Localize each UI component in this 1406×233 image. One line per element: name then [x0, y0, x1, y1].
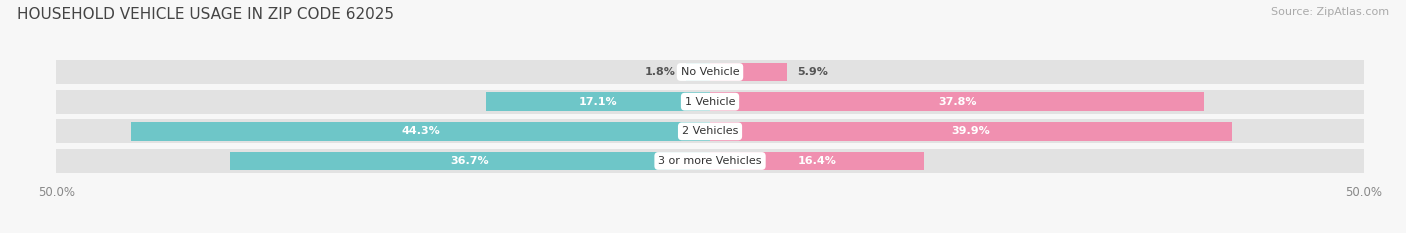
- Bar: [710, 152, 925, 170]
- Text: 5.9%: 5.9%: [797, 67, 828, 77]
- Text: 3 or more Vehicles: 3 or more Vehicles: [658, 156, 762, 166]
- Text: 44.3%: 44.3%: [401, 126, 440, 136]
- Text: 17.1%: 17.1%: [579, 97, 617, 107]
- Bar: [710, 89, 1364, 114]
- Text: 37.8%: 37.8%: [938, 97, 976, 107]
- Bar: [710, 122, 1232, 140]
- Bar: [686, 63, 710, 81]
- Bar: [56, 60, 710, 84]
- Text: HOUSEHOLD VEHICLE USAGE IN ZIP CODE 62025: HOUSEHOLD VEHICLE USAGE IN ZIP CODE 6202…: [17, 7, 394, 22]
- Bar: [710, 119, 1364, 144]
- Bar: [710, 63, 787, 81]
- Bar: [710, 93, 1205, 111]
- Bar: [56, 89, 710, 114]
- Text: 1.8%: 1.8%: [645, 67, 676, 77]
- Text: Source: ZipAtlas.com: Source: ZipAtlas.com: [1271, 7, 1389, 17]
- Bar: [131, 122, 710, 140]
- Bar: [231, 152, 710, 170]
- Bar: [56, 119, 710, 144]
- Text: 2 Vehicles: 2 Vehicles: [682, 126, 738, 136]
- Bar: [710, 60, 1364, 84]
- Text: 1 Vehicle: 1 Vehicle: [685, 97, 735, 107]
- Bar: [56, 149, 710, 173]
- Text: No Vehicle: No Vehicle: [681, 67, 740, 77]
- Text: 36.7%: 36.7%: [451, 156, 489, 166]
- Text: 16.4%: 16.4%: [797, 156, 837, 166]
- Bar: [710, 149, 1364, 173]
- Bar: [486, 93, 710, 111]
- Text: 39.9%: 39.9%: [952, 126, 990, 136]
